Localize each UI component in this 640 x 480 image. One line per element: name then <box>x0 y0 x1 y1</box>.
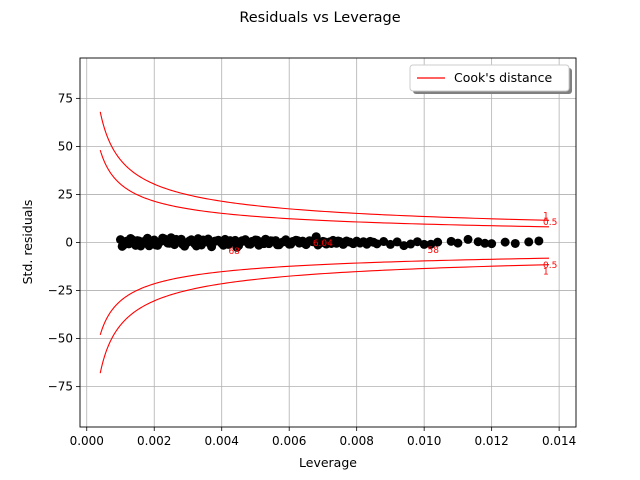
data-point <box>453 238 463 248</box>
cooks-distance-curve <box>99 149 550 228</box>
y-axis-label: Std. residuals <box>20 200 35 285</box>
legend: Cook's distance <box>409 64 572 94</box>
data-point <box>412 237 422 247</box>
cooks-distance-curve <box>99 257 550 336</box>
cooks-distance-layer: 0.50.511 <box>99 111 557 374</box>
data-point <box>205 238 215 248</box>
data-point <box>239 236 249 246</box>
data-point <box>392 237 402 247</box>
data-point <box>463 234 473 244</box>
y-tick-label: 25 <box>58 187 73 201</box>
data-point <box>158 233 168 243</box>
data-point <box>333 236 343 246</box>
grid-layer <box>80 58 576 427</box>
y-tick-label: 0 <box>65 236 73 250</box>
annotation-layer: 68 6.04 58 <box>228 239 439 257</box>
data-point <box>320 237 330 247</box>
y-tick-label: −75 <box>48 380 73 394</box>
data-point <box>299 238 309 248</box>
x-tick-label: 0.008 <box>340 434 374 448</box>
data-point <box>252 235 262 245</box>
data-point <box>178 240 188 250</box>
data-point <box>266 236 276 246</box>
data-point <box>198 235 208 245</box>
data-point <box>313 240 323 250</box>
data-point <box>286 239 296 249</box>
point-annotation-label: 58 <box>428 246 440 256</box>
cooks-distance-curve <box>99 111 550 221</box>
point-annotation-label: 68 <box>228 247 240 257</box>
data-point <box>293 236 303 246</box>
x-tick-label: 0.010 <box>407 434 441 448</box>
x-tick-label: 0.014 <box>542 434 576 448</box>
y-tick-label: −50 <box>48 332 73 346</box>
cooks-distance-level-label: 1 <box>543 268 549 278</box>
data-point <box>446 236 456 246</box>
data-point <box>191 241 201 251</box>
data-point <box>245 239 255 249</box>
data-point <box>212 236 222 246</box>
legend-box <box>409 64 570 92</box>
data-point <box>232 242 242 252</box>
data-point <box>433 237 443 247</box>
cooks-distance-level-label: 0.5 <box>543 218 557 228</box>
data-point <box>480 238 490 248</box>
data-point <box>426 239 436 249</box>
data-point <box>171 234 181 244</box>
legend-label-cooks-distance: Cook's distance <box>454 70 552 85</box>
scatter-points-layer <box>115 232 544 252</box>
y-tick-label: 50 <box>58 139 73 153</box>
data-point <box>164 238 174 248</box>
x-tick-label: 0.000 <box>70 434 104 448</box>
x-tick-label: 0.006 <box>272 434 306 448</box>
data-point <box>487 239 497 249</box>
cooks-distance-level-label: 0.5 <box>543 261 557 271</box>
y-tick-label: −25 <box>48 284 73 298</box>
data-point <box>524 237 534 247</box>
data-point <box>272 240 282 250</box>
data-point <box>500 237 510 247</box>
data-point <box>510 238 520 248</box>
tick-layer: 0.000 0.002 0.004 0.006 0.008 0.010 0.012 0.014… <box>48 91 577 448</box>
point-annotation-label: 6.04 <box>313 239 333 249</box>
x-tick-label: 0.004 <box>205 434 239 448</box>
x-axis-label: Leverage <box>299 455 357 470</box>
data-point <box>340 238 350 248</box>
data-point <box>185 236 195 246</box>
data-point <box>218 240 228 250</box>
x-tick-label: 0.012 <box>474 434 508 448</box>
data-point <box>419 239 429 249</box>
data-point <box>399 241 409 251</box>
data-point <box>306 236 316 246</box>
x-tick-label: 0.002 <box>137 434 171 448</box>
data-point <box>225 236 235 246</box>
chart-title: Residuals vs Leverage <box>239 10 400 26</box>
data-point <box>259 239 269 249</box>
data-point <box>385 239 395 249</box>
data-point <box>326 238 336 248</box>
cooks-distance-curve <box>99 264 550 374</box>
data-point <box>151 240 161 250</box>
cooks-distance-level-label: 1 <box>543 211 549 221</box>
y-tick-label: 75 <box>58 91 73 105</box>
data-point <box>379 237 389 247</box>
data-point <box>534 236 544 246</box>
data-point <box>473 237 483 247</box>
